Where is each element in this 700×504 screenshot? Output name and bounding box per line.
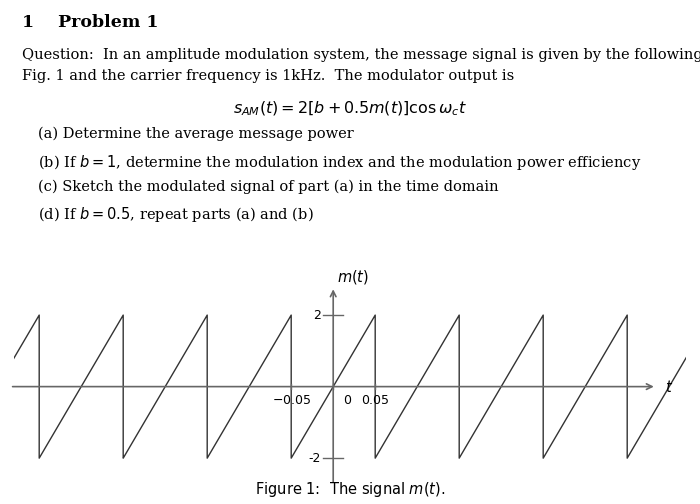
- Text: 1: 1: [22, 14, 34, 31]
- Text: $-0.05$: $-0.05$: [272, 395, 311, 408]
- Text: (c) Sketch the modulated signal of part (a) in the time domain: (c) Sketch the modulated signal of part …: [38, 179, 498, 194]
- Text: $0$: $0$: [343, 395, 352, 408]
- Text: Figure 1:  The signal $m(t)$.: Figure 1: The signal $m(t)$.: [255, 480, 445, 499]
- Text: Question:  In an amplitude modulation system, the message signal is given by the: Question: In an amplitude modulation sys…: [22, 48, 700, 62]
- Text: -2: -2: [308, 452, 321, 465]
- Text: $m(t)$: $m(t)$: [337, 268, 369, 286]
- Text: (d) If $b = 0.5$, repeat parts (a) and (b): (d) If $b = 0.5$, repeat parts (a) and (…: [38, 205, 313, 224]
- Text: Problem 1: Problem 1: [57, 14, 158, 31]
- Text: (b) If $b = 1$, determine the modulation index and the modulation power efficien: (b) If $b = 1$, determine the modulation…: [38, 153, 641, 172]
- Text: 2: 2: [313, 308, 321, 322]
- Text: $t$: $t$: [665, 379, 673, 395]
- Text: $s_{AM}(t) = 2[b + 0.5m(t)]\cos\omega_c t$: $s_{AM}(t) = 2[b + 0.5m(t)]\cos\omega_c …: [233, 99, 467, 117]
- Text: $0.05$: $0.05$: [360, 395, 390, 408]
- Text: Fig. 1 and the carrier frequency is 1kHz.  The modulator output is: Fig. 1 and the carrier frequency is 1kHz…: [22, 69, 514, 83]
- Text: (a) Determine the average message power: (a) Determine the average message power: [38, 127, 354, 141]
